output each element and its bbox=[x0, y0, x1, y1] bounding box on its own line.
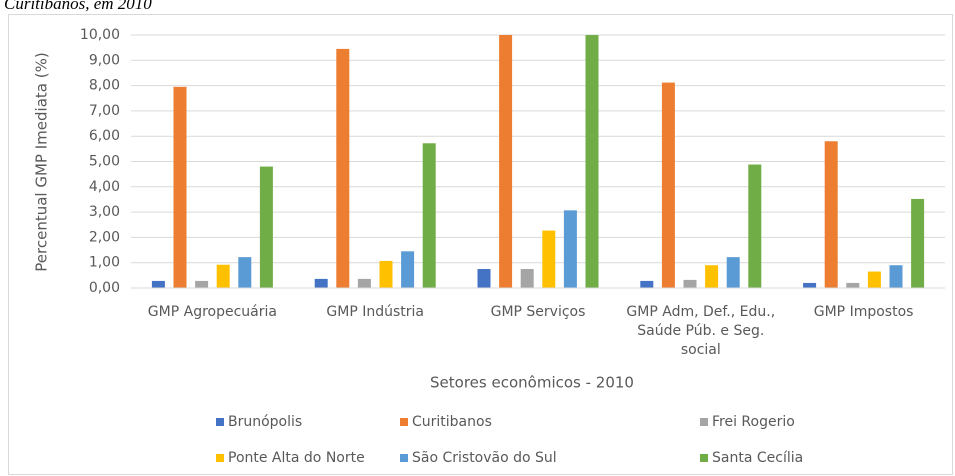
x-tick-label: GMP Indústria bbox=[326, 304, 424, 320]
chart-border bbox=[8, 14, 953, 475]
legend-swatch bbox=[216, 418, 224, 426]
y-tick-label: 9,00 bbox=[89, 52, 120, 68]
caption: Curitibanos, em 2010 bbox=[4, 0, 152, 13]
bar bbox=[173, 86, 187, 289]
bar bbox=[477, 269, 491, 288]
bar bbox=[911, 198, 925, 288]
x-axis-title: Setores econômicos - 2010 bbox=[430, 374, 634, 392]
legend-label: São Cristovão do Sul bbox=[412, 450, 557, 466]
bar bbox=[661, 82, 675, 289]
y-tick-label: 1,00 bbox=[89, 255, 120, 271]
legend-label: Brunópolis bbox=[228, 414, 302, 430]
legend-label: Curitibanos bbox=[412, 414, 492, 430]
x-tick-label: GMP Serviços bbox=[490, 304, 586, 320]
bar bbox=[542, 230, 556, 288]
legend-label: Santa Cecília bbox=[712, 450, 803, 466]
bar bbox=[151, 280, 165, 288]
legend-swatch bbox=[400, 454, 408, 462]
bar bbox=[846, 282, 860, 288]
y-tick-label: 6,00 bbox=[89, 128, 120, 144]
bar bbox=[683, 279, 697, 288]
y-tick-label: 10,00 bbox=[80, 27, 120, 43]
bar bbox=[563, 210, 577, 288]
bar bbox=[803, 282, 817, 288]
bar bbox=[401, 251, 415, 288]
bar bbox=[705, 265, 719, 288]
bar bbox=[195, 280, 209, 288]
y-tick-label: 3,00 bbox=[89, 204, 120, 220]
bar bbox=[216, 264, 230, 288]
x-tick-label: GMP Adm, Def., Edu., Saúde Púb. e Seg. s… bbox=[626, 304, 776, 358]
bar bbox=[238, 257, 252, 288]
bar bbox=[640, 280, 654, 288]
legend-swatch bbox=[700, 454, 708, 462]
legend-swatch bbox=[216, 454, 224, 462]
bar bbox=[379, 260, 393, 288]
bar bbox=[357, 278, 371, 288]
legend-label: Ponte Alta do Norte bbox=[228, 450, 365, 466]
x-tick-label: GMP Agropecuária bbox=[147, 304, 277, 320]
legend-label: Frei Rogerio bbox=[712, 414, 795, 430]
bar bbox=[889, 265, 903, 288]
bar bbox=[499, 35, 513, 288]
y-tick-label: 4,00 bbox=[89, 179, 120, 195]
bar bbox=[314, 278, 328, 288]
y-tick-label: 2,00 bbox=[89, 229, 120, 245]
legend-swatch bbox=[700, 418, 708, 426]
bar bbox=[422, 143, 436, 288]
bar bbox=[336, 48, 350, 288]
bar bbox=[726, 257, 740, 288]
bar bbox=[585, 35, 599, 288]
y-tick-label: 8,00 bbox=[89, 78, 120, 94]
bar bbox=[824, 141, 838, 288]
legend-swatch bbox=[400, 418, 408, 426]
y-tick-label: 5,00 bbox=[89, 154, 120, 170]
bar bbox=[259, 166, 273, 288]
y-axis-title: Percentual GMP Imediata (%) bbox=[33, 52, 51, 271]
x-tick-label: GMP Impostos bbox=[813, 304, 914, 320]
y-tick-label: 0,00 bbox=[89, 280, 120, 296]
bar bbox=[867, 271, 881, 288]
y-tick-label: 7,00 bbox=[89, 103, 120, 119]
bar bbox=[748, 164, 762, 288]
bar bbox=[520, 269, 534, 288]
